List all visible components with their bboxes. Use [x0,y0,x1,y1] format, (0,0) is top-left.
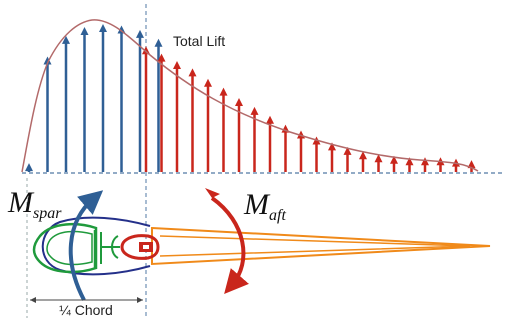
aft-lift-arrow-head-15 [374,154,383,163]
rib-outline [41,216,151,276]
aft-lift-arrow-head-2 [173,61,181,69]
forward-lift-arrow-head-3 [80,26,89,35]
m-spar-main: M [7,186,35,219]
aft-lift-arrow-head-14 [359,151,367,160]
forward-lift-arrow-head-4 [99,24,107,32]
forward-lift-arrow-head-2 [62,35,70,44]
aft-lift-arrow-head-4 [204,78,212,87]
aft-section-outline [151,226,491,266]
forward-lift-arrows [25,24,163,172]
forward-lift-arrow-head-1 [43,56,52,65]
m-aft-sub: aft [269,207,286,224]
aft-fitting-slot [143,245,149,249]
aft-lift-arrow-head-13 [343,146,352,155]
aft-fitting [120,234,160,260]
quarter-chord-tick-left [30,297,36,303]
aft-lift-arrow-head-16 [390,155,398,164]
aft-lift-arrow-head-6 [235,98,243,106]
m-aft-main: M [243,188,271,221]
forward-lift-arrow-head-6 [136,29,144,38]
m-aft-label: Maft [243,188,286,224]
aft-lift-arrow-head-3 [188,68,197,77]
aft-lift-arrow-head-1 [157,53,166,62]
forward-lift-arrow-head-7 [154,38,163,47]
quarter-chord-tick-right [137,297,143,303]
aft-lift-arrows [142,46,476,172]
spar-web-curve [111,235,119,259]
forward-lift-arrow-head-5 [117,25,126,34]
aft-lift-arrow-head-0 [142,46,150,55]
m-aft-arrow [210,196,249,295]
quarter-chord-label: ¼ Chord [59,302,113,318]
m-aft-arrow-start [205,188,220,198]
total-lift-label: Total Lift [173,33,225,49]
aft-lift-arrow-head-8 [266,115,274,124]
aft-section-inner [159,235,471,257]
m-spar-arrow [68,190,104,301]
aft-lift-arrow-head-17 [405,157,414,166]
aft-lift-arrow-head-5 [219,87,228,96]
aft-lift-arrow-head-18 [421,157,429,166]
lift-envelope-curve [21,19,479,173]
m-spar-sub: spar [33,205,62,222]
forward-lift-arrow-head-0 [25,163,33,172]
aft-lift-arrow-head-7 [250,106,259,115]
aft-lift-arrow-head-12 [328,142,336,151]
m-spar-label: Mspar [7,186,62,222]
